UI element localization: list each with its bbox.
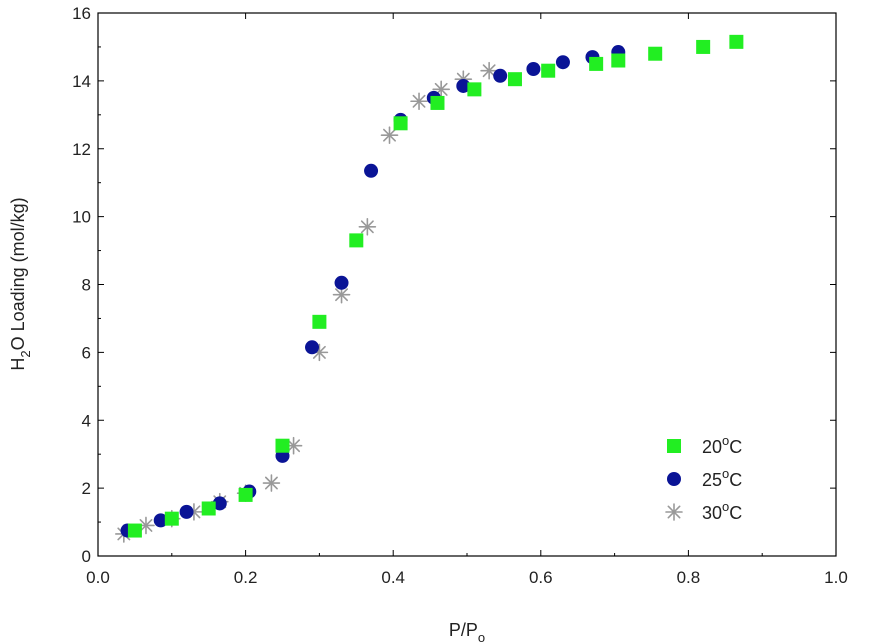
legend-label-unit: C (729, 503, 742, 523)
x-tick-label: 0.4 (381, 568, 405, 587)
data-point-square (393, 116, 408, 131)
x-axis: 0.0 0.2 0.4 0.6 0.8 1.0 (86, 13, 848, 587)
legend-item: 20oC (667, 433, 742, 457)
data-point-circle (305, 340, 320, 355)
y-tick-label: 4 (82, 411, 91, 430)
data-point-square (541, 63, 556, 78)
x-axis-title-subscript: o (478, 630, 485, 644)
x-axis-title: P/Po (449, 620, 485, 644)
data-point-square (275, 438, 290, 453)
data-point-square (611, 53, 626, 68)
y-tick-label: 8 (82, 276, 91, 295)
legend-label-degree: o (722, 466, 729, 481)
data-point-asterisk (380, 126, 399, 144)
y-tick-label: 0 (82, 547, 91, 566)
legend-label-value: 30 (702, 503, 722, 523)
legend-marker-asterisk (665, 503, 683, 521)
y-axis-title-suffix: O Loading (mol/kg) (8, 197, 28, 350)
y-tick-label: 16 (72, 4, 91, 23)
data-point-circle (179, 504, 194, 519)
y-axis-title-subscript: 2 (18, 350, 33, 357)
legend-item: 25oC (667, 466, 742, 490)
y-tick-label: 10 (72, 208, 91, 227)
data-point-circle (364, 163, 379, 178)
data-point-square (127, 523, 142, 538)
x-tick-label: 0.8 (677, 568, 701, 587)
legend-label: 20oC (702, 433, 742, 457)
data-point-square (696, 39, 711, 54)
x-axis-title-main: P/P (449, 620, 478, 640)
data-point-asterisk (480, 61, 498, 80)
data-point-square (238, 487, 253, 502)
x-tick-label: 0.0 (86, 568, 110, 587)
data-point-square (430, 95, 445, 110)
data-point-asterisk (262, 474, 281, 492)
data-point-circle (555, 55, 570, 70)
y-axis: 0 2 4 6 8 10 12 14 16 (72, 4, 836, 566)
y-axis-title: H2O Loading (mol/kg) (8, 197, 33, 370)
data-point-circle (526, 61, 541, 76)
series-20c (127, 34, 744, 538)
data-point-square (589, 56, 604, 71)
legend-label-value: 20 (702, 437, 722, 457)
y-tick-label: 2 (82, 479, 91, 498)
legend-label-unit: C (729, 437, 742, 457)
legend-item: 30oC (665, 499, 742, 523)
data-point-circle (153, 513, 168, 528)
data-point-square (164, 511, 179, 526)
data-point-asterisk (410, 92, 428, 111)
y-axis-title-prefix: H (8, 358, 28, 371)
legend-label: 30oC (702, 499, 742, 523)
data-point-asterisk (284, 436, 303, 455)
data-point-circle (212, 496, 227, 511)
y-tick-label: 12 (72, 140, 91, 159)
legend-marker-square (667, 439, 681, 453)
legend-label-value: 25 (702, 470, 722, 490)
data-point-square (507, 72, 522, 87)
x-tick-label: 0.6 (529, 568, 553, 587)
data-point-circle (456, 78, 471, 93)
data-point-asterisk (358, 218, 377, 236)
legend-label-degree: o (722, 433, 729, 448)
x-tick-label: 0.2 (234, 568, 258, 587)
data-point-square (729, 34, 744, 49)
data-point-square (648, 46, 663, 61)
x-tick-label: 1.0 (824, 568, 848, 587)
data-point-circle (493, 68, 508, 83)
legend-label-unit: C (729, 470, 742, 490)
data-markers (115, 34, 744, 543)
series-25c (120, 45, 626, 538)
y-tick-label: 14 (72, 72, 91, 91)
data-point-square (201, 501, 216, 516)
legend-label: 25oC (702, 466, 742, 490)
legend-label-degree: o (722, 499, 729, 514)
data-point-square (349, 233, 364, 248)
data-point-circle (334, 275, 349, 290)
series-30c (115, 61, 498, 543)
data-point-square (312, 314, 327, 329)
y-tick-label: 6 (82, 343, 91, 362)
data-point-square (467, 82, 482, 97)
legend-marker-circle (667, 472, 681, 486)
